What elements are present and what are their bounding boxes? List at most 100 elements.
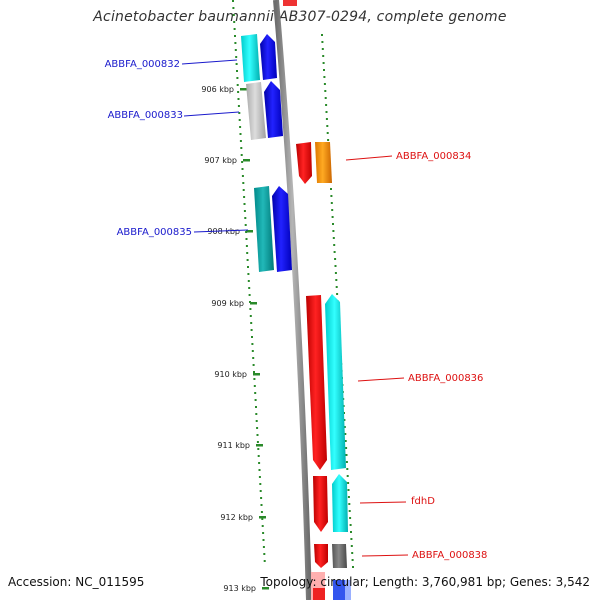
gene-label-833[interactable]: ABBFA_000833 [108, 110, 183, 121]
ring-dot [248, 287, 251, 289]
ring-dot [333, 251, 336, 253]
gene-features [241, 34, 351, 600]
axis-tick-mark [253, 373, 260, 376]
axis-tick-label: 908 kbp [207, 227, 240, 236]
accession-text: Accession: NC_011595 [8, 575, 145, 589]
ring-dot [250, 329, 253, 331]
gene-arrow-835b[interactable] [272, 186, 292, 272]
gene-arrow-832b[interactable] [260, 34, 277, 80]
ring-dot [243, 210, 246, 212]
ring-dot [263, 553, 266, 555]
ring-dot [331, 216, 334, 218]
gene-arrow-834b[interactable] [315, 142, 332, 183]
gene-arrow-834a[interactable] [296, 142, 312, 184]
ring-dot [343, 419, 346, 421]
ring-dot [325, 118, 328, 120]
axis-tick-label: 911 kbp [217, 441, 250, 450]
ring-dot [325, 111, 328, 113]
ring-dot [330, 188, 332, 190]
ring-dot [350, 531, 352, 533]
ring-dot [235, 63, 238, 65]
ring-dot [324, 90, 327, 92]
ring-dot [254, 392, 257, 394]
label-leaders [181, 59, 409, 557]
ring-dot [254, 399, 257, 401]
gene-label-838[interactable]: ABBFA_000838 [412, 550, 487, 561]
ring-dot [323, 69, 325, 71]
ring-dot [350, 545, 353, 547]
leader-832 [181, 59, 238, 65]
ring-dot [344, 433, 347, 435]
gene-partial-bottom-lightblue [345, 580, 351, 600]
genome-backbone [273, 0, 312, 600]
ring-dot [333, 244, 336, 246]
ring-dot [233, 21, 236, 23]
ring-dot [322, 55, 325, 57]
ring-dot [236, 70, 238, 72]
gene-label-832[interactable]: ABBFA_000832 [105, 59, 180, 70]
ring-dot [240, 154, 243, 156]
ring-dot [252, 364, 255, 366]
ring-dot [253, 378, 256, 380]
ring-dot [335, 286, 338, 288]
ring-dot [259, 490, 262, 492]
gene-arrow-833b[interactable] [264, 81, 283, 138]
gene-arrow-838b[interactable] [332, 544, 347, 568]
gene-label-836[interactable]: ABBFA_000836 [408, 373, 483, 384]
gene-label-fdhD[interactable]: fdhD [411, 496, 435, 507]
leader-833 [183, 111, 240, 117]
axis-tick-label: 909 kbp [211, 299, 244, 308]
ring-dot [331, 209, 334, 211]
axis-tick-mark [259, 516, 266, 519]
ring-dot [263, 560, 266, 562]
ring-dot [251, 343, 254, 345]
leader-fdhD [359, 501, 407, 504]
ring-dot [249, 315, 252, 317]
ring-dot [237, 105, 240, 107]
ring-dot [323, 83, 326, 85]
ring-dot [345, 447, 348, 449]
ring-dot [244, 224, 247, 226]
ring-dot [347, 489, 350, 491]
gene-arrow-fdhD-b[interactable] [332, 474, 348, 532]
ring-dot [251, 336, 253, 338]
gene-arrow-836a[interactable] [306, 295, 327, 470]
ring-dot [262, 546, 265, 548]
ring-dot [330, 202, 333, 204]
gene-label-834[interactable]: ABBFA_000834 [396, 151, 471, 162]
gene-label-835[interactable]: ABBFA_000835 [117, 227, 192, 238]
gene-arrow-833a[interactable] [246, 82, 266, 140]
ring-dot [261, 518, 264, 520]
ring-dot [351, 552, 354, 554]
ring-dot [343, 426, 346, 428]
gene-arrow-fdhD-a[interactable] [313, 476, 328, 532]
ring-dot [250, 322, 253, 324]
ring-dot [260, 497, 263, 499]
ring-dot [234, 42, 237, 44]
axis-tick-mark [256, 444, 263, 447]
gene-labels: ABBFA_000832 ABBFA_000833 ABBFA_000835 A… [105, 59, 488, 561]
ring-dot [252, 357, 255, 359]
ring-dot [238, 112, 241, 114]
ring-dot [238, 119, 241, 121]
ring-dot [253, 371, 255, 373]
ring-dot [326, 132, 329, 134]
gene-arrow-836b[interactable] [325, 294, 346, 470]
ring-dot [332, 230, 335, 232]
ring-dot [335, 279, 338, 281]
gene-arrow-832a[interactable] [241, 34, 260, 82]
ring-dot [255, 413, 258, 415]
ring-dot [246, 259, 249, 261]
ring-dot [233, 28, 236, 30]
ring-dot [349, 517, 352, 519]
ring-dot [345, 454, 348, 456]
gene-arrow-838a[interactable] [314, 544, 328, 568]
ring-dot [256, 441, 259, 443]
ring-dot [244, 217, 247, 219]
ring-dot [260, 511, 263, 513]
ring-dot [232, 0, 234, 2]
gene-arrow-835a[interactable] [254, 186, 274, 272]
ring-dot [350, 538, 353, 540]
ring-dot [237, 98, 240, 100]
